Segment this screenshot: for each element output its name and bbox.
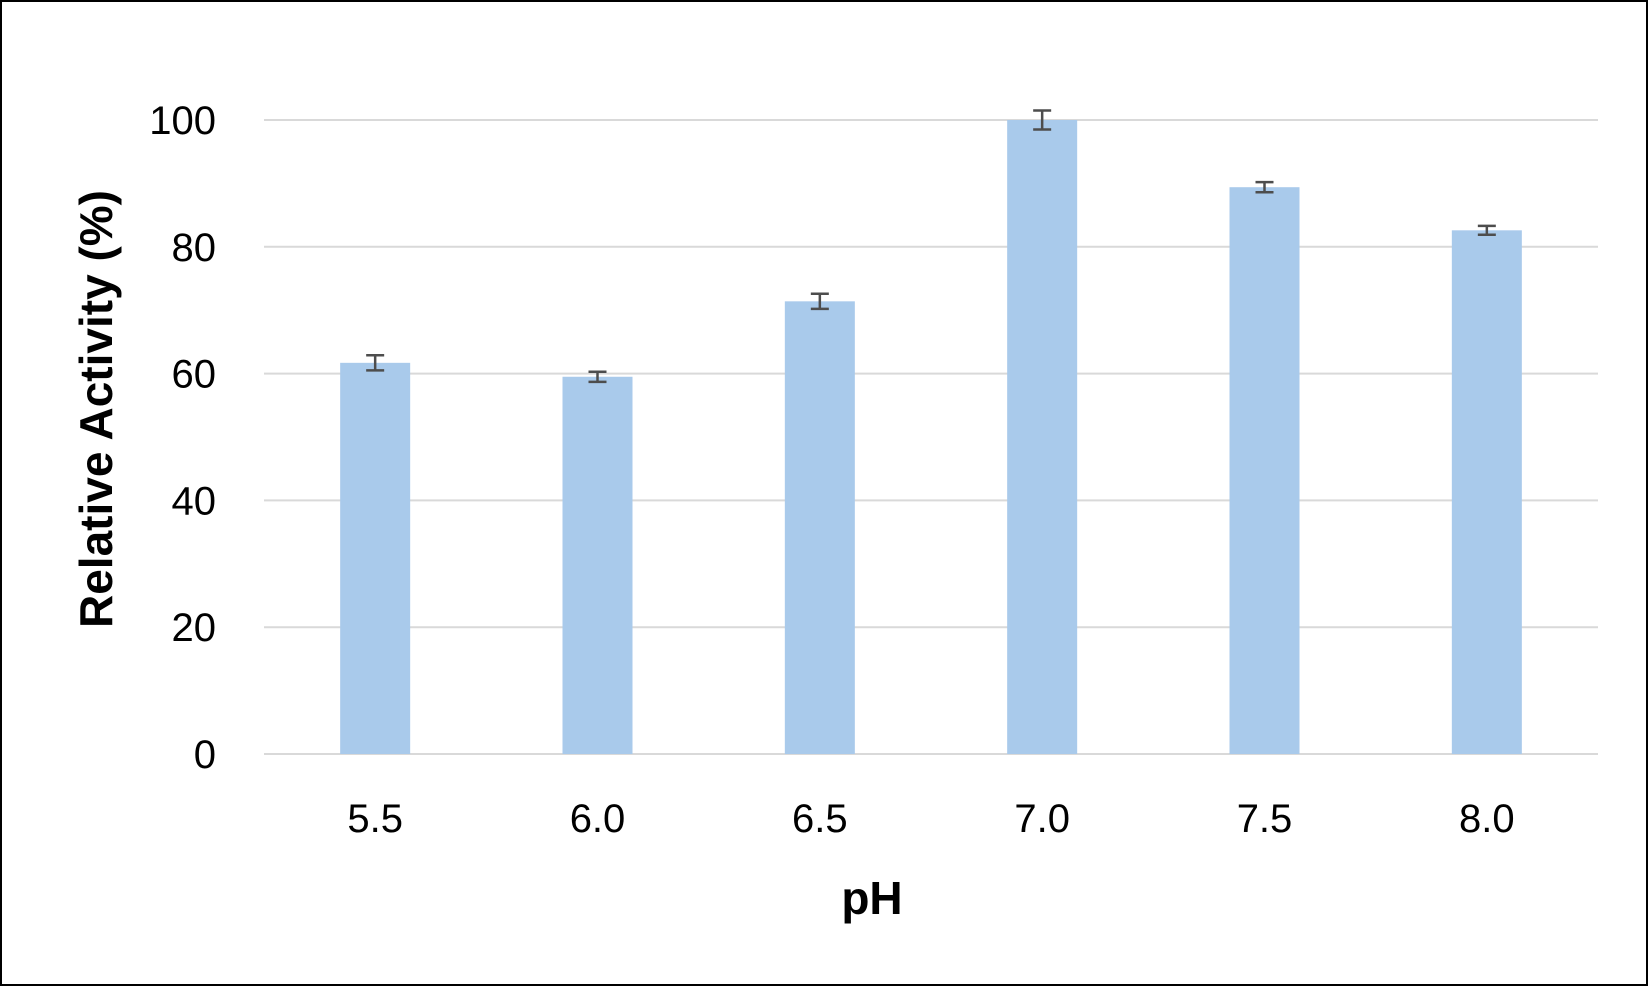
x-tick-label: 5.5 bbox=[347, 797, 403, 841]
bars bbox=[340, 120, 1522, 755]
x-tick-label: 7.5 bbox=[1237, 797, 1293, 841]
error-bar bbox=[1033, 109, 1052, 131]
y-tick-label: 100 bbox=[149, 99, 216, 143]
error-bars bbox=[366, 109, 1496, 384]
error-bar bbox=[1477, 224, 1496, 237]
x-tick-label: 6.0 bbox=[570, 797, 626, 841]
error-bar bbox=[810, 292, 829, 311]
x-tick-labels: 5.5 6.0 6.5 7.0 7.5 8.0 bbox=[347, 797, 1514, 841]
error-bar bbox=[1255, 180, 1274, 194]
y-tick-label: 60 bbox=[172, 353, 217, 397]
y-tick-label: 40 bbox=[172, 479, 217, 523]
x-tick-label: 6.5 bbox=[792, 797, 848, 841]
y-tick-label: 0 bbox=[194, 733, 216, 777]
gridlines bbox=[264, 119, 1598, 755]
y-tick-label: 80 bbox=[172, 226, 217, 270]
bar bbox=[340, 362, 411, 754]
bar bbox=[1229, 187, 1300, 755]
x-tick-label: 7.0 bbox=[1014, 797, 1070, 841]
bar bbox=[784, 301, 855, 754]
error-bar bbox=[366, 353, 385, 372]
y-axis-title: Relative Activity (%) bbox=[70, 190, 122, 628]
bar bbox=[1007, 120, 1078, 754]
y-tick-label: 20 bbox=[172, 606, 217, 650]
x-tick-label: 8.0 bbox=[1459, 797, 1515, 841]
error-bar bbox=[588, 370, 607, 384]
x-axis-title: pH bbox=[841, 872, 902, 924]
bar bbox=[1451, 230, 1522, 755]
y-tick-labels: 0 20 40 60 80 100 bbox=[149, 99, 216, 777]
bar bbox=[562, 376, 633, 754]
